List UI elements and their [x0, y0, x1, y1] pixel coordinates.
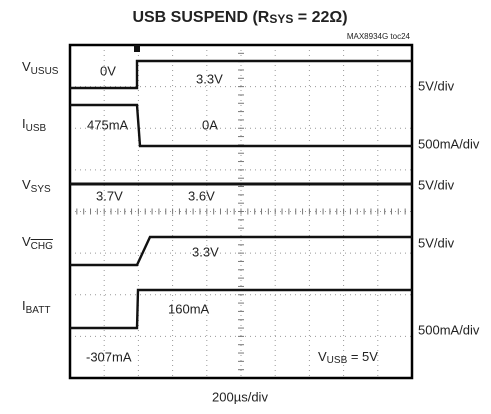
subtitle: MAX8934G toc24	[347, 32, 411, 41]
condition: VUSB = 5V	[318, 349, 378, 365]
channel-sub: USB	[26, 123, 47, 134]
channel-sub: USUS	[31, 66, 59, 77]
condition-sub: USB	[327, 355, 348, 366]
annotation: -307mA	[86, 349, 132, 364]
channel-label: IBATT	[22, 298, 50, 315]
channel-scale: 500mA/div	[418, 136, 480, 151]
trace-iusb	[70, 103, 412, 148]
channel-label: VSYS	[22, 177, 51, 194]
title: USB SUSPEND (RSYS = 22Ω)	[132, 9, 347, 26]
trace-vusus	[70, 59, 412, 90]
channel-main: V	[22, 177, 31, 192]
condition-text: V	[318, 349, 327, 364]
channel-label: IUSB	[22, 116, 47, 133]
trigger-marker	[134, 45, 140, 52]
annotation: 0A	[202, 117, 218, 132]
title-text: USB SUSPEND (R	[132, 9, 269, 26]
annotation: 3.3V	[196, 71, 223, 86]
channel-sub: CHG	[31, 241, 53, 252]
channel-scale: 5V/div	[418, 78, 455, 93]
grid	[69, 44, 413, 379]
timebase: 200µs/div	[212, 389, 268, 404]
channel-main: V	[22, 234, 31, 249]
channel-scale: 5V/div	[418, 177, 455, 192]
annotation: 0V	[100, 63, 116, 78]
annotation: 160mA	[168, 301, 210, 316]
channel-label: VCHG	[22, 234, 53, 251]
channel-main: V	[22, 59, 31, 74]
channel-scale: 5V/div	[418, 235, 455, 250]
condition-text: = 5V	[347, 349, 378, 364]
channel-sub: SYS	[31, 184, 51, 195]
channel-main: I	[22, 298, 26, 313]
trace-vchg	[70, 235, 412, 267]
channel-sub: BATT	[26, 305, 51, 316]
annotation: 3.3V	[192, 244, 219, 259]
channel-label: VUSUS	[22, 59, 59, 76]
channel-main: I	[22, 116, 26, 131]
trace-ibatt	[70, 288, 412, 330]
title-text: = 22Ω)	[293, 9, 347, 26]
channel-scale: 500mA/div	[418, 322, 480, 337]
annotation: 475mA	[87, 117, 129, 132]
title-sub: SYS	[269, 12, 293, 26]
annotation: 3.7V	[96, 188, 123, 203]
annotation: 3.6V	[188, 188, 215, 203]
screen-border	[68, 43, 414, 380]
